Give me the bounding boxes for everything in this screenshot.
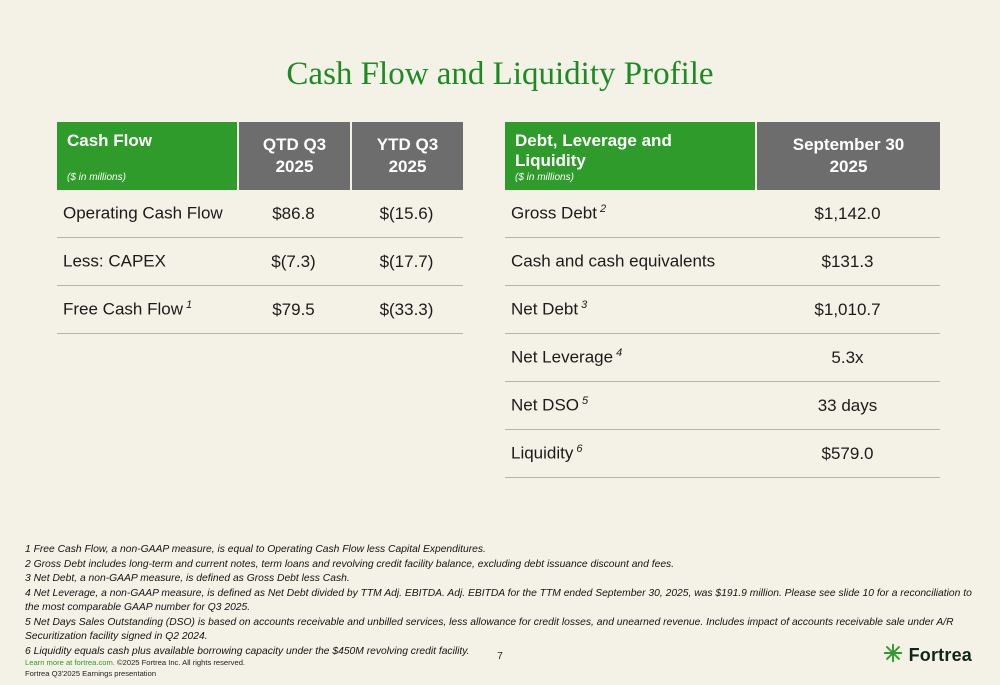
row-label: Free Cash Flow 1 [63, 299, 193, 319]
page-title: Cash Flow and Liquidity Profile [286, 56, 714, 92]
footnote-ref: 6 [576, 443, 583, 456]
page-number: 7 [497, 651, 503, 662]
fortrea-logo-text: Fortrea [908, 645, 972, 665]
footnote-4: 4 Net Leverage, a non-GAAP measure, is d… [25, 587, 972, 614]
footnote-ref: 2 [599, 203, 607, 216]
column-header-ytd: YTD Q3 2025 [352, 122, 463, 190]
cash-flow-header-subtitle: ($ in millions) [67, 172, 126, 183]
cash-flow-table: Cash Flow ($ in millions) QTD Q3 2025 YT… [57, 122, 463, 334]
footnote-2: 2 Gross Debt includes long-term and curr… [25, 558, 675, 570]
cash-flow-table-header: Cash Flow ($ in millions) QTD Q3 2025 YT… [57, 122, 463, 190]
footnote-ref: 1 [185, 299, 193, 312]
fortrea-com-link[interactable]: Learn more at fortrea.com. [25, 658, 115, 667]
debt-header-cell: Debt, Leverage and Liquidity ($ in milli… [505, 122, 755, 190]
debt-table-header: Debt, Leverage and Liquidity ($ in milli… [505, 122, 940, 190]
row-label: Less: CAPEX [63, 251, 166, 271]
column-header-qtd: QTD Q3 2025 [239, 122, 350, 190]
footnote-3: 3 Net Debt, a non-GAAP measure, is defin… [25, 573, 350, 584]
footer-legal: Learn more at fortrea.com. ©2025 Fortrea… [25, 658, 245, 679]
row-label: Liquidity 6 [511, 443, 583, 463]
table-row: Operating Cash Flow $86.8 $(15.6) [57, 190, 463, 238]
row-label: Net DSO 5 [511, 395, 589, 415]
debt-header-subtitle: ($ in millions) [515, 172, 574, 183]
row-value: $1,010.7 [814, 299, 881, 319]
table-row: Gross Debt 2 $1,142.0 [505, 190, 940, 238]
footnote-ref: 3 [581, 299, 588, 312]
table-row: Net Leverage 4 5.3x [505, 334, 940, 382]
fortrea-logo: Fortrea [882, 642, 972, 669]
footnote-5: 5 Net Days Sales Outstanding (DSO) is ba… [25, 616, 954, 643]
ytd-value: $(17.7) [379, 251, 434, 271]
row-label: Cash and cash equivalents [511, 251, 716, 271]
row-value: 5.3x [831, 347, 864, 367]
table-row: Free Cash Flow 1 $79.5 $(33.3) [57, 286, 463, 334]
footer-line-1: Learn more at fortrea.com. ©2025 Fortrea… [25, 658, 245, 669]
copyright-text: ©2025 Fortrea Inc. All rights reserved. [117, 658, 246, 667]
table-row: Less: CAPEX $(7.3) $(17.7) [57, 238, 463, 286]
ytd-value: $(33.3) [379, 299, 434, 319]
footnote-6: 6 Liquidity equals cash plus available b… [25, 645, 470, 657]
ytd-value: $(15.6) [379, 203, 434, 223]
debt-leverage-liquidity-table: Debt, Leverage and Liquidity ($ in milli… [505, 122, 940, 478]
fortrea-logo-icon [882, 642, 904, 669]
debt-header-title: Debt, Leverage and Liquidity [515, 131, 672, 170]
footnote-ref: 5 [582, 395, 589, 408]
row-label: Net Leverage 4 [511, 347, 623, 367]
footnote-1: 1 Free Cash Flow, a non-GAAP measure, is… [25, 544, 486, 555]
footnote-ref: 4 [616, 347, 623, 360]
row-label: Operating Cash Flow [63, 203, 223, 223]
column-header-september-30: September 30 2025 [757, 122, 940, 190]
row-value: 33 days [817, 395, 878, 415]
row-label: Gross Debt 2 [511, 203, 607, 223]
qtd-value: $86.8 [272, 203, 315, 223]
cash-flow-header-cell: Cash Flow ($ in millions) [57, 122, 237, 190]
footnotes: 1 Free Cash Flow, a non-GAAP measure, is… [25, 543, 977, 659]
table-row: Cash and cash equivalents $131.3 [505, 238, 940, 286]
table-row: Liquidity 6 $579.0 [505, 430, 940, 478]
row-value: $1,142.0 [814, 203, 881, 223]
qtd-value: $(7.3) [271, 251, 316, 271]
presentation-label: Fortrea Q3'2025 Earnings presentation [25, 668, 157, 678]
table-row: Net DSO 5 33 days [505, 382, 940, 430]
table-row: Net Debt 3 $1,010.7 [505, 286, 940, 334]
qtd-value: $79.5 [272, 299, 315, 319]
row-value: $131.3 [821, 251, 874, 271]
row-value: $579.0 [821, 443, 874, 463]
cash-flow-header-title: Cash Flow [67, 131, 153, 150]
row-label: Net Debt 3 [511, 299, 588, 319]
